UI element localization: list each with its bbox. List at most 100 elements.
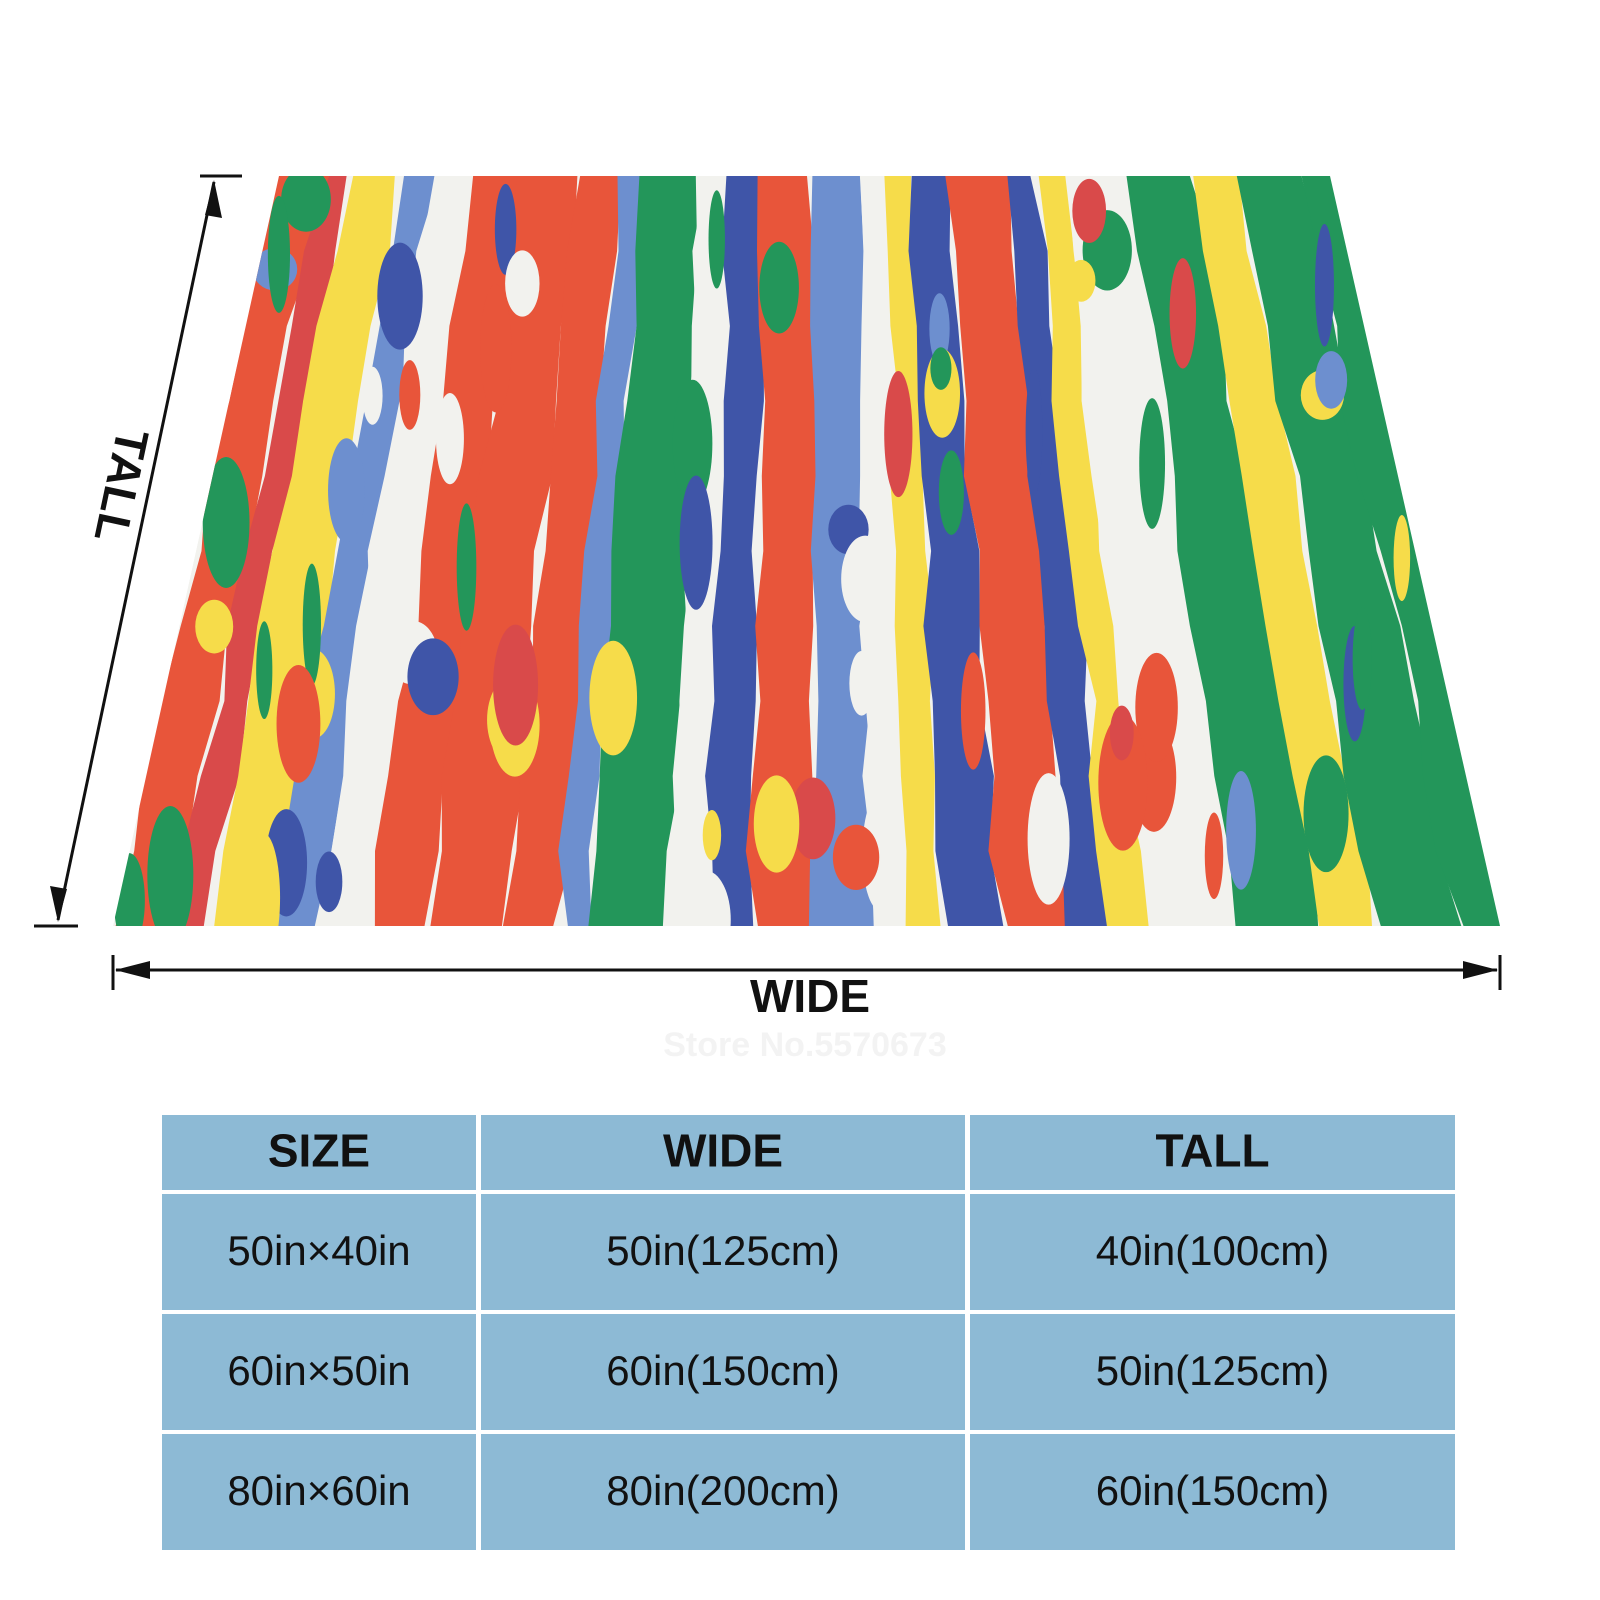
blob — [377, 242, 423, 350]
blob — [407, 638, 459, 716]
blob — [1066, 259, 1096, 302]
stripe — [945, 176, 1078, 926]
blob — [841, 535, 890, 623]
wide-label: WIDE — [750, 970, 870, 1022]
stripe — [1236, 176, 1462, 926]
blob — [281, 176, 331, 232]
blob — [1393, 515, 1411, 602]
watermark: Store No.5570673 — [663, 1026, 947, 1064]
blob — [1314, 223, 1334, 347]
stripe — [430, 176, 578, 926]
blanket — [113, 176, 1500, 926]
blob — [702, 810, 722, 861]
blob — [1169, 258, 1197, 369]
blob — [832, 824, 880, 890]
table-cell — [970, 1434, 1455, 1550]
blob — [435, 392, 464, 485]
blob — [276, 665, 321, 783]
table-cell — [481, 1314, 965, 1430]
table-cell — [162, 1115, 476, 1190]
blob — [362, 366, 383, 425]
cell-text: 80in(200cm) — [606, 1467, 839, 1514]
blob — [456, 503, 477, 631]
blob — [1072, 178, 1107, 243]
blob — [929, 293, 950, 365]
stripe — [214, 176, 395, 926]
blob — [1303, 755, 1349, 873]
stripe — [1126, 176, 1319, 926]
blob — [679, 475, 713, 610]
stripe — [1007, 176, 1120, 926]
blob — [1098, 714, 1148, 851]
dimension-arrows — [34, 174, 1502, 990]
blob — [328, 438, 365, 543]
blob — [589, 640, 638, 756]
table-cell — [162, 1194, 476, 1310]
blob — [267, 195, 291, 313]
blob — [930, 347, 952, 390]
blob — [1139, 398, 1166, 529]
blob — [246, 833, 281, 926]
stripe — [745, 176, 822, 926]
blob — [672, 379, 713, 508]
blob — [759, 241, 799, 334]
table-cell — [970, 1115, 1455, 1190]
blob — [147, 806, 194, 926]
stripe — [705, 176, 764, 926]
blob — [342, 820, 366, 912]
blob — [315, 851, 343, 913]
cell-text: 80in×60in — [227, 1467, 410, 1514]
table-cell — [481, 1194, 965, 1310]
cell-text: 50in(125cm) — [606, 1227, 839, 1274]
blob — [884, 370, 913, 498]
table-cell — [162, 1434, 476, 1550]
blob — [113, 853, 145, 926]
size-table: SIZE WIDE TALL 50in×40in 50in(125cm) 40in(100… — [162, 1115, 1455, 1550]
stripe — [1067, 176, 1242, 926]
blob — [849, 650, 874, 716]
blob — [938, 450, 964, 535]
blob — [1315, 351, 1348, 409]
table-cell — [481, 1434, 965, 1550]
blob — [1204, 812, 1224, 900]
blob — [1226, 771, 1256, 890]
blob — [1135, 652, 1178, 763]
header-text: WIDE — [663, 1125, 783, 1177]
table-cell — [970, 1314, 1455, 1430]
blob — [302, 563, 322, 686]
stripe — [319, 176, 472, 926]
cell-text: 60in(150cm) — [606, 1347, 839, 1394]
blob — [708, 190, 725, 289]
table-cell — [481, 1115, 965, 1190]
cell-text: 50in×40in — [227, 1227, 410, 1274]
blob — [1027, 773, 1070, 905]
blob — [960, 652, 986, 770]
cell-text: 50in(125cm) — [1096, 1347, 1329, 1394]
blob — [399, 360, 421, 430]
cell-text: 40in(100cm) — [1096, 1227, 1329, 1274]
stripe — [558, 176, 640, 926]
blob — [195, 599, 234, 654]
blob — [753, 775, 800, 873]
blob — [790, 777, 836, 860]
blob — [480, 284, 512, 413]
blob — [494, 183, 517, 275]
blob — [680, 870, 731, 926]
blob — [1025, 366, 1043, 496]
blob — [256, 621, 273, 720]
table-cell — [162, 1314, 476, 1430]
cell-text: 60in(150cm) — [1096, 1467, 1329, 1514]
header-text: TALL — [1155, 1125, 1269, 1177]
table-cell — [970, 1194, 1455, 1310]
cell-text: 60in×50in — [227, 1347, 410, 1394]
blob — [1109, 705, 1134, 761]
header-text: SIZE — [268, 1125, 370, 1177]
blob — [1352, 607, 1372, 711]
stripe — [1193, 176, 1372, 926]
blob — [493, 624, 539, 746]
stripe — [884, 176, 941, 926]
stripe — [172, 176, 347, 926]
tall-label: TALL — [84, 425, 159, 547]
blob — [202, 457, 250, 588]
